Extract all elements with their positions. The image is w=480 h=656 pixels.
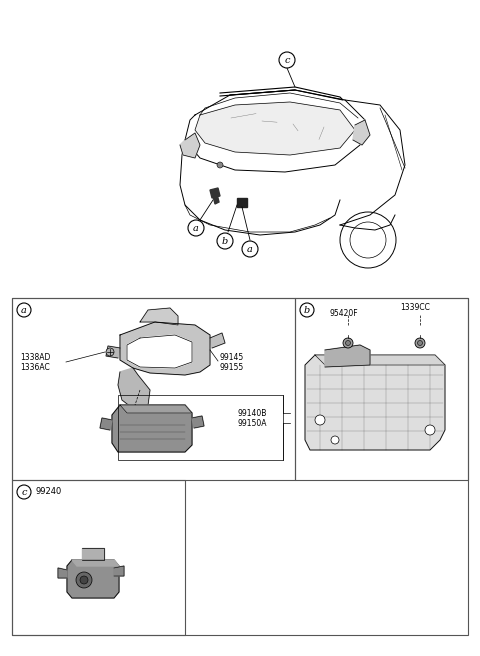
Text: a: a (21, 306, 27, 315)
Polygon shape (112, 405, 192, 452)
Circle shape (315, 415, 325, 425)
Circle shape (217, 233, 233, 249)
Bar (12, 298, 295, 480)
Circle shape (242, 241, 258, 257)
Polygon shape (100, 418, 112, 430)
Text: 1336AC: 1336AC (20, 363, 50, 373)
Bar (118, 395, 283, 460)
Circle shape (106, 348, 114, 356)
Text: a: a (193, 224, 199, 233)
Circle shape (188, 220, 204, 236)
Polygon shape (213, 194, 219, 204)
Circle shape (17, 303, 31, 317)
Polygon shape (82, 548, 104, 560)
Polygon shape (140, 308, 178, 325)
Polygon shape (325, 345, 370, 367)
Text: 1339CC: 1339CC (400, 304, 430, 312)
Text: c: c (284, 56, 290, 65)
Circle shape (418, 340, 422, 346)
Circle shape (415, 338, 425, 348)
Polygon shape (72, 560, 119, 566)
Circle shape (80, 576, 88, 584)
Text: 99240: 99240 (35, 487, 61, 497)
Polygon shape (315, 355, 445, 365)
Bar (295, 298, 468, 480)
Polygon shape (237, 198, 247, 207)
Circle shape (331, 436, 339, 444)
Polygon shape (106, 346, 120, 358)
Polygon shape (210, 188, 220, 198)
Polygon shape (120, 322, 210, 375)
Text: 95420F: 95420F (330, 308, 359, 318)
Polygon shape (118, 368, 150, 410)
Circle shape (279, 52, 295, 68)
Text: 99155: 99155 (220, 363, 244, 373)
Text: b: b (222, 237, 228, 246)
Circle shape (425, 425, 435, 435)
Circle shape (17, 485, 31, 499)
Polygon shape (192, 416, 204, 428)
Text: b: b (304, 306, 310, 315)
Text: 99150A: 99150A (238, 419, 267, 428)
Polygon shape (67, 560, 119, 598)
Polygon shape (127, 335, 192, 368)
Polygon shape (353, 120, 370, 145)
Text: a: a (247, 245, 253, 254)
Polygon shape (180, 133, 200, 158)
Circle shape (76, 572, 92, 588)
Circle shape (300, 303, 314, 317)
Polygon shape (210, 333, 225, 348)
Bar (12, 480, 185, 635)
Text: 1338AD: 1338AD (20, 354, 50, 363)
Text: 99140B: 99140B (238, 409, 267, 417)
Text: 99145: 99145 (220, 354, 244, 363)
Circle shape (346, 340, 350, 346)
Polygon shape (120, 405, 192, 413)
Text: c: c (21, 488, 27, 497)
Circle shape (343, 338, 353, 348)
Bar (12, 298, 468, 635)
Polygon shape (305, 355, 445, 450)
Polygon shape (195, 102, 355, 155)
Polygon shape (58, 568, 67, 578)
Polygon shape (114, 566, 124, 576)
Circle shape (217, 162, 223, 168)
